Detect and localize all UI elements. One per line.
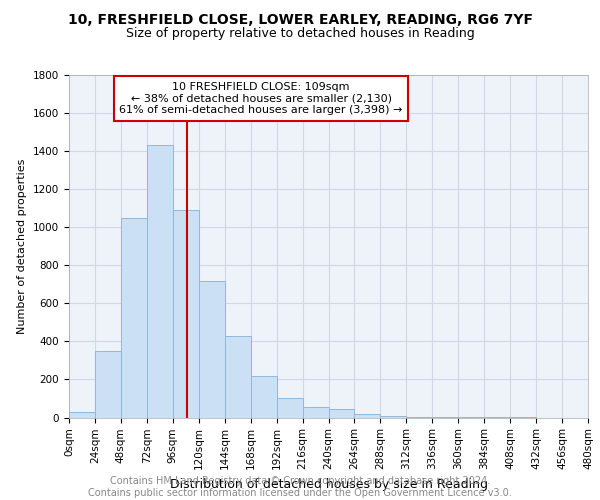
X-axis label: Distribution of detached houses by size in Reading: Distribution of detached houses by size … <box>170 478 487 490</box>
Bar <box>225 336 251 417</box>
Text: Contains HM Land Registry data © Crown copyright and database right 2024.
Contai: Contains HM Land Registry data © Crown c… <box>88 476 512 498</box>
Text: 10 FRESHFIELD CLOSE: 109sqm
← 38% of detached houses are smaller (2,130)
61% of : 10 FRESHFIELD CLOSE: 109sqm ← 38% of det… <box>119 82 403 115</box>
Text: 10, FRESHFIELD CLOSE, LOWER EARLEY, READING, RG6 7YF: 10, FRESHFIELD CLOSE, LOWER EARLEY, READ… <box>67 12 533 26</box>
Bar <box>329 409 355 418</box>
Bar <box>302 407 329 418</box>
Bar <box>199 280 224 417</box>
Bar <box>277 398 302 417</box>
Y-axis label: Number of detached properties: Number of detached properties <box>17 158 28 334</box>
Bar <box>173 210 199 418</box>
Bar <box>95 351 121 418</box>
Bar <box>406 416 432 418</box>
Text: Size of property relative to detached houses in Reading: Size of property relative to detached ho… <box>125 28 475 40</box>
Bar <box>251 376 277 418</box>
Bar <box>121 218 147 418</box>
Bar <box>380 416 406 418</box>
Bar <box>355 414 380 418</box>
Bar <box>147 146 173 418</box>
Bar <box>69 412 95 418</box>
Bar <box>432 417 458 418</box>
